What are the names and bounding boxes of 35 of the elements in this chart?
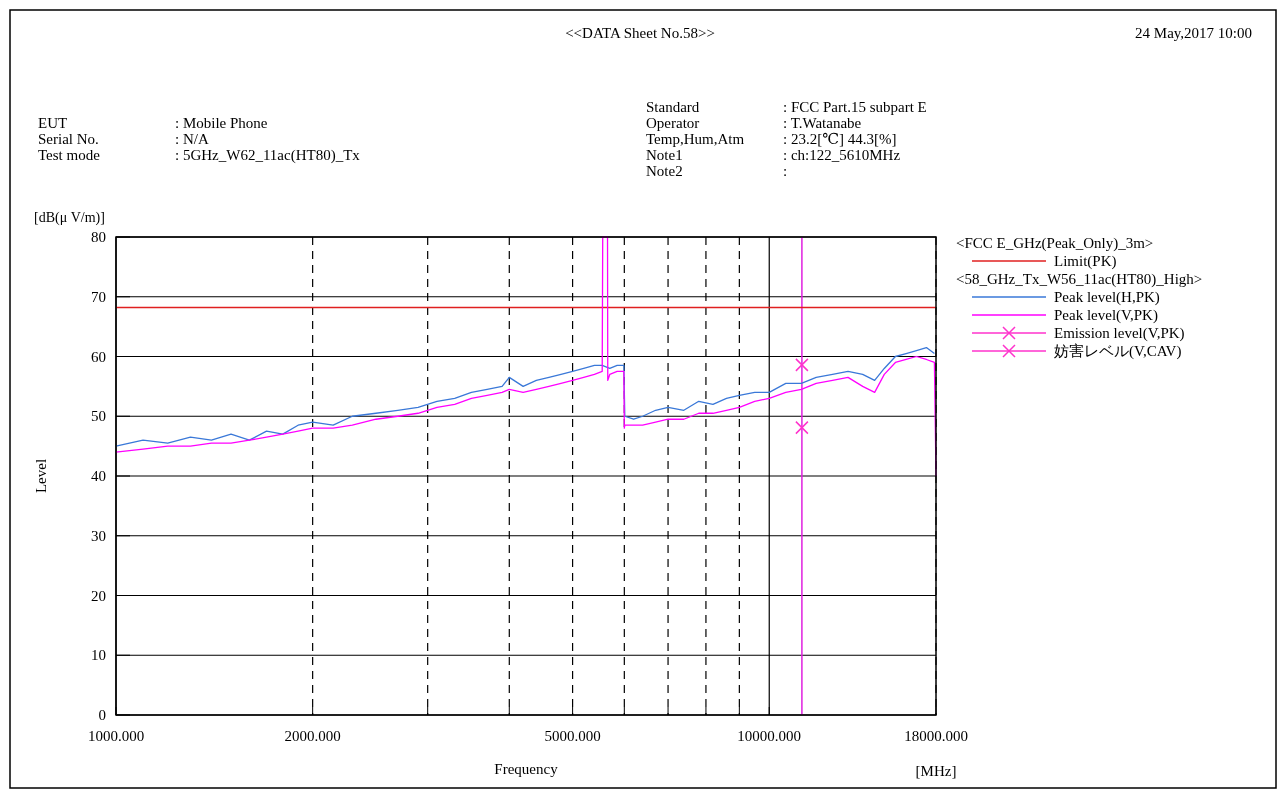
legend-label: Peak level(H,PK) (1054, 289, 1160, 306)
text: Operator : T.Watanabe (646, 115, 862, 131)
text: 24 May,2017 10:00 (1135, 25, 1252, 41)
text: Note2 : (646, 163, 788, 179)
x-tick-label: 5000.000 (544, 728, 601, 744)
legend-label: Peak level(V,PK) (1054, 307, 1158, 324)
legend-label: Emission level(V,PK) (1054, 325, 1185, 342)
text: [MHz] (915, 763, 957, 779)
x-tick-label: 1000.000 (87, 728, 145, 744)
text: <58_GHz_Tx_W56_11ac(HT80)_High> (956, 271, 1203, 288)
legend-label: Limit(PK) (1054, 253, 1117, 270)
y-tick-label: 50 (91, 408, 106, 425)
y-tick-label: 70 (91, 288, 106, 305)
y-tick-label: 0 (98, 707, 106, 723)
text: Standard : FCC Part.15 subpart E (646, 99, 927, 115)
text: EUT : Mobile Phone (38, 115, 268, 131)
y-tick-label: 60 (91, 348, 106, 365)
legend-title: <FCC E_GHz(Peak_Only)_3m> (956, 235, 1154, 252)
text: Test mode : 5GHz_W62_11ac(HT80)_Tx (38, 147, 360, 163)
y-tick-label: 40 (91, 468, 106, 484)
y-tick-label: 10 (91, 647, 106, 664)
x-tick-label: 2000.000 (284, 728, 341, 744)
x-tick-label: 10000.000 (737, 728, 802, 744)
x-tick-label: 18000.000 (904, 728, 968, 744)
text: [dB(μ V/m)] (34, 210, 105, 226)
text: Note1 : ch:122_5610MHz (646, 147, 901, 163)
chart-title: <<DATA Sheet No.58>> (565, 25, 715, 41)
y-tick-label: 80 (91, 229, 106, 245)
text: Serial No. : N/A (38, 131, 209, 147)
y-axis-title: Level (33, 458, 49, 494)
y-tick-label: 30 (91, 527, 106, 544)
y-tick-label: 20 (91, 587, 106, 604)
x-axis-title: Frequency (494, 761, 559, 777)
text: Temp,Hum,Atm : 23.2[℃] 44.3[%] (646, 131, 897, 147)
legend-label: 妨害レベル(V,CAV) (1054, 343, 1182, 360)
